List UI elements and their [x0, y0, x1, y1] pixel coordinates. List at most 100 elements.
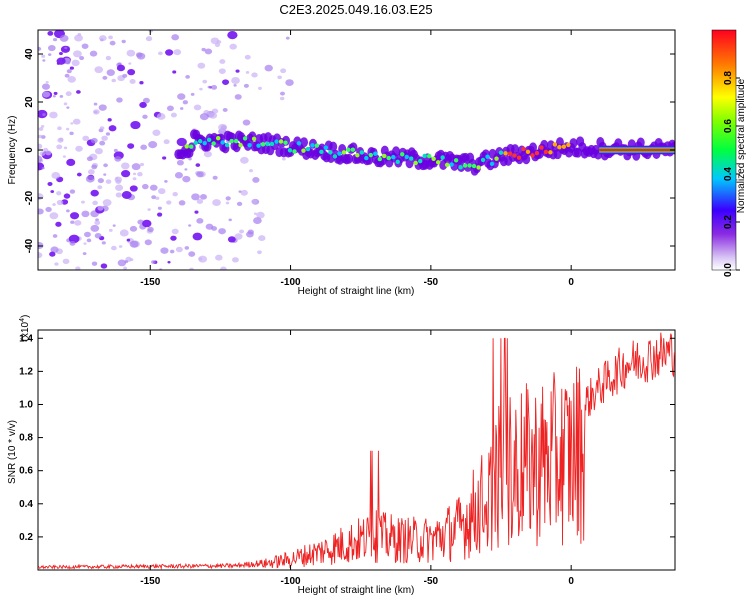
spectrogram-noise-blob [172, 192, 178, 197]
spectrogram-ridge-core [193, 140, 198, 145]
spectrogram-noise-blob [42, 91, 51, 98]
spectrogram-noise-blob [112, 224, 116, 227]
spectrogram-noise-blob [257, 250, 262, 255]
spectrogram-noise-blob [126, 238, 131, 242]
spectrogram-ridge-core [494, 156, 499, 161]
snr-x-label: Height of straight line (km) [298, 585, 415, 596]
spectrogram-noise-blob [38, 127, 44, 131]
spectrogram-x-tick-label: -150 [140, 277, 160, 288]
spectrogram-noise-blob [124, 260, 129, 264]
spectrogram-noise-blob [94, 66, 104, 74]
spectrogram-noise-blob [184, 168, 188, 171]
spectrogram-noise-blob [66, 209, 70, 213]
spectrogram-noise-blob [42, 113, 46, 116]
spectrogram-noise-blob [52, 37, 58, 42]
spectrogram-ridge-core [278, 139, 284, 144]
spectrogram-noise-blob [97, 185, 103, 190]
spectrogram-noise-blob [170, 235, 177, 241]
spectrogram-noise-blob [157, 212, 163, 217]
spectrogram-noise-blob [103, 163, 108, 168]
spectrogram-noise-blob [148, 30, 154, 33]
spectrogram-noise-blob [188, 224, 192, 227]
spectrogram-ridge-halo [522, 154, 531, 165]
spectrogram-ridge-core [373, 151, 378, 156]
spectrogram-noise-blob [201, 47, 206, 52]
spectrogram-marks [38, 30, 675, 270]
spectrogram-noise-blob [147, 226, 154, 233]
spectrogram-noise-blob [169, 249, 175, 254]
spectrogram-noise-blob [151, 260, 156, 264]
spectrogram-noise-blob [258, 86, 262, 90]
spectrogram-noise-blob [177, 93, 186, 100]
spectrogram-noise-blob [127, 68, 136, 76]
spectrogram-noise-blob [171, 228, 179, 235]
spectrogram-noise-blob [92, 200, 98, 206]
spectrogram-noise-blob [102, 75, 108, 80]
spectrogram-noise-blob [105, 132, 111, 136]
spectrogram-noise-blob [49, 111, 58, 119]
spectrogram-noise-blob [166, 105, 174, 112]
spectrogram-noise-blob [258, 235, 266, 242]
spectrogram-noise-blob [282, 157, 286, 161]
spectrogram-noise-blob [166, 200, 172, 205]
spectrogram-noise-blob [53, 91, 58, 95]
spectrogram-ridge-core [206, 137, 212, 143]
spectrogram-noise-blob [149, 184, 158, 191]
spectrogram-ridge-halo [329, 141, 338, 152]
colorbar-ticks: 0.0 0.2 0.4 0.6 0.8 [723, 71, 740, 277]
spectrogram-noise-blob [63, 146, 68, 150]
spectrogram-ridge-core [368, 152, 374, 158]
spectrogram-noise-blob [81, 43, 89, 49]
spectrogram-noise-blob [139, 101, 147, 109]
spectrogram-noise-blob [81, 210, 90, 218]
spectrogram-noise-blob [82, 135, 90, 141]
spectrogram-noise-blob [228, 218, 232, 222]
spectrogram-noise-blob [189, 267, 194, 270]
spectrogram-noise-blob [167, 260, 171, 264]
spectrogram-noise-blob [67, 76, 76, 83]
spectrogram-ridge-core [364, 155, 369, 161]
spectrogram-noise-blob [117, 259, 127, 267]
spectrogram-noise-blob [38, 155, 43, 163]
spectrogram-ridge-core [323, 145, 329, 150]
spectrogram-noise-blob [247, 229, 254, 235]
spectrogram-noise-blob [240, 189, 248, 196]
spectrogram-noise-blob [121, 170, 131, 178]
spectrogram-ridge-core [539, 145, 544, 150]
spectrogram-noise-blob [99, 140, 106, 146]
figure-title: C2E3.2025.049.16.03.E25 [279, 2, 432, 17]
spectrogram-noise-blob [38, 143, 43, 150]
spectrogram-noise-blob [280, 68, 287, 74]
spectrogram-noise-blob [212, 175, 218, 180]
spectrogram-noise-blob [214, 42, 221, 48]
spectrogram-noise-blob [279, 96, 285, 101]
spectrogram-noise-blob [176, 137, 187, 147]
spectrogram-ridge-core [471, 163, 477, 169]
snr-y-tick-label: 0.8 [19, 433, 33, 444]
spectrogram-ridge-core [422, 153, 427, 159]
spectrogram-y-tick-label: -20 [24, 190, 35, 205]
spectrogram-noise-blob [234, 233, 243, 240]
spectrogram-noise-blob [79, 56, 85, 61]
colorbar-tick-label: 0.0 [723, 263, 734, 277]
spectrogram-noise-blob [252, 176, 260, 183]
spectrogram-noise-blob [116, 97, 123, 103]
spectrogram-noise-blob [242, 119, 251, 126]
spectrogram-noise-blob [54, 262, 59, 266]
spectrogram-noise-blob [172, 70, 177, 74]
spectrogram-noise-blob [220, 266, 227, 270]
spectrogram-ridge-core [350, 147, 356, 152]
spectrogram-noise-blob [147, 208, 151, 211]
spectrogram-noise-blob [109, 40, 116, 46]
spectrogram-noise-blob [66, 69, 72, 74]
spectrogram-noise-blob [229, 43, 237, 50]
spectrogram-noise-blob [207, 85, 212, 89]
spectrogram-noise-blob [204, 48, 213, 55]
spectrogram-noise-blob [64, 73, 70, 78]
spectrogram-noise-blob [87, 169, 95, 175]
snr-y-multiplier-exp: 4 [19, 318, 26, 322]
spectrogram-noise-blob [94, 147, 103, 155]
spectrogram-ridge-core [404, 154, 409, 160]
spectrogram-noise-blob [84, 231, 91, 238]
